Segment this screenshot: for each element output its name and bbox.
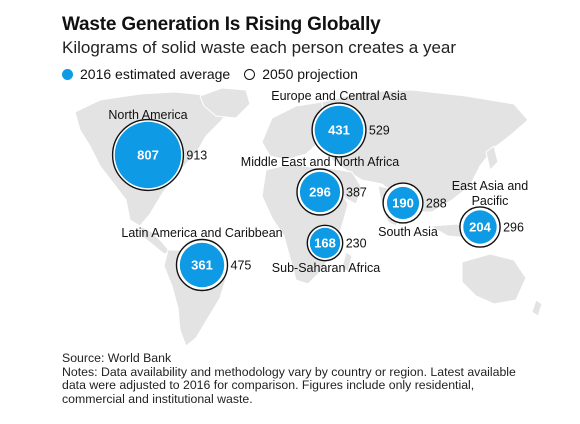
source-note: Source: World Bank [62, 351, 172, 365]
map-greenland [199, 87, 251, 119]
value-2050-sub-saharan-africa: 230 [346, 237, 367, 251]
region-label-south-asia: South Asia [378, 225, 438, 239]
legend: 2016 estimated average 2050 projection [62, 66, 372, 82]
legend-estimate-swatch [62, 68, 73, 80]
region-label-middle-east-and-north-africa: Middle East and North Africa [241, 155, 399, 169]
map-new-zealand [531, 299, 543, 317]
legend-item-projection: 2050 projection [244, 66, 358, 82]
value-2016-latin-america-and-caribbean: 361 [191, 258, 213, 273]
bubble-2016-sub-saharan-africa [309, 227, 341, 259]
bubble-2016-latin-america-and-caribbean [179, 242, 225, 288]
bubble-2016-east-asia-and-pacific [463, 210, 497, 244]
value-2050-east-asia-and-pacific: 296 [503, 221, 524, 235]
map-japan [485, 145, 499, 171]
bubble-layer: 807 913 North America 431 529 Europe and Cent… [108, 89, 528, 292]
bubble-2016-south-asia [386, 186, 420, 220]
map-australia [461, 253, 527, 305]
region-label-east-asia-and-pacific: East Asia and Pacific [452, 179, 528, 208]
value-2050-north-america: 913 [186, 149, 207, 163]
region-label-line: Pacific [472, 194, 509, 208]
chart-title: Waste Generation Is Rising Globally [62, 14, 381, 35]
methodology-note: Notes: Data availability and methodology… [62, 364, 516, 406]
legend-estimate-label: 2016 estimated average [80, 66, 231, 82]
chart-subtitle: Kilograms of solid waste each person cre… [62, 38, 457, 57]
bubble-2016-north-america [114, 121, 182, 189]
value-2016-middle-east-and-north-africa: 296 [309, 185, 331, 200]
value-2050-south-asia: 288 [426, 197, 447, 211]
legend-projection-swatch [244, 68, 256, 80]
value-2016-north-america: 807 [137, 148, 159, 163]
legend-item-estimate: 2016 estimated average [62, 66, 230, 82]
value-2050-latin-america-and-caribbean: 475 [231, 259, 252, 273]
value-2050-middle-east-and-north-africa: 387 [346, 186, 367, 200]
region-label-line: East Asia and [452, 179, 528, 193]
footer: Source: World Bank Notes: Data availabil… [62, 351, 532, 406]
value-2016-sub-saharan-africa: 168 [314, 236, 336, 251]
value-2050-europe-and-central-asia: 529 [369, 124, 390, 138]
value-2016-south-asia: 190 [392, 196, 414, 211]
value-2016-east-asia-and-pacific: 204 [469, 220, 491, 235]
region-label-europe-and-central-asia: Europe and Central Asia [271, 89, 407, 103]
region-label-latin-america-and-caribbean: Latin America and Caribbean [121, 226, 282, 240]
region-label-sub-saharan-africa: Sub-Saharan Africa [272, 261, 380, 275]
value-2016-europe-and-central-asia: 431 [328, 123, 350, 138]
legend-projection-label: 2050 projection [262, 66, 358, 82]
region-label-north-america: North America [108, 108, 187, 122]
bubble-2016-europe-and-central-asia [314, 105, 364, 155]
bubble-2016-middle-east-and-north-africa [299, 171, 341, 213]
map-madagascar [341, 251, 353, 273]
